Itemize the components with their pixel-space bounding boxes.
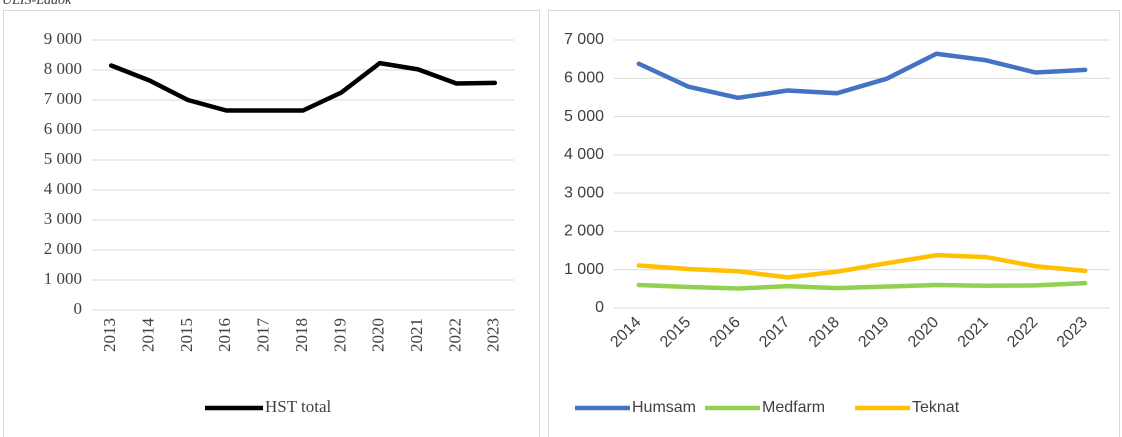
y-tick-label: 1 000 <box>44 269 82 288</box>
series-line <box>636 252 1088 280</box>
x-tick-label: 2015 <box>177 318 196 352</box>
x-tick-label: 2023 <box>1054 314 1091 351</box>
x-tick-label: 2018 <box>806 314 843 351</box>
y-tick-label: 2 000 <box>44 239 82 258</box>
x-tick-label: 2020 <box>905 314 942 351</box>
x-tick-label: 2020 <box>369 318 388 352</box>
y-tick-label: 9 000 <box>44 29 82 48</box>
x-tick-label: 2021 <box>955 314 992 351</box>
y-tick-label: 6 000 <box>44 119 82 138</box>
x-tick-label: 2019 <box>855 314 892 351</box>
x-tick-label: 2017 <box>756 314 793 351</box>
legend-label: Medfarm <box>762 399 825 416</box>
y-tick-label: 2 000 <box>564 223 604 240</box>
x-tick-label: 2023 <box>484 318 503 352</box>
series-line <box>636 51 1088 101</box>
left-panel <box>3 10 540 437</box>
chart-right: 0 1 000 2 000 3 000 4 000 5 000 6 000 7 000 2014… <box>564 31 1110 416</box>
x-tick-label: 2019 <box>330 318 349 352</box>
y-tick-label: 1 000 <box>564 261 604 278</box>
source-note: ULIS-Ladok <box>2 0 72 8</box>
y-tick-label: 5 000 <box>44 149 82 168</box>
x-tick-label: 2013 <box>100 318 119 352</box>
x-tick-label: 2022 <box>445 318 464 352</box>
y-tick-label: 4 000 <box>44 179 82 198</box>
y-tick-label: 7 000 <box>44 89 82 108</box>
x-tick-label: 2021 <box>407 318 426 352</box>
legend-label: HST total <box>265 397 332 416</box>
chart-left: 0 1 000 2 000 3 000 4 000 5 000 6 000 7 000 8 00… <box>44 29 514 416</box>
y-tick-label: 3 000 <box>564 184 604 201</box>
x-tick-label: 2018 <box>292 318 311 352</box>
y-tick-label: 4 000 <box>564 146 604 163</box>
y-tick-label: 3 000 <box>44 209 82 228</box>
y-tick-label: 0 <box>595 299 604 316</box>
x-tick-label: 2014 <box>138 318 157 353</box>
series-line <box>108 60 498 113</box>
x-tick-label: 2017 <box>254 318 273 353</box>
y-tick-label: 7 000 <box>564 31 604 48</box>
legend-label: Teknat <box>912 399 960 416</box>
y-tick-label: 8 000 <box>44 59 82 78</box>
x-tick-label: 2015 <box>657 314 694 351</box>
y-tick-label: 6 000 <box>564 70 604 87</box>
x-tick-label: 2016 <box>707 314 744 351</box>
legend-label: Humsam <box>632 399 696 416</box>
x-tick-label: 2016 <box>215 318 234 352</box>
y-tick-label: 0 <box>74 299 83 318</box>
y-tick-label: 5 000 <box>564 108 604 125</box>
right-panel <box>548 10 1120 437</box>
x-tick-label: 2014 <box>607 314 644 351</box>
series-line <box>636 280 1088 291</box>
x-tick-label: 2022 <box>1004 314 1041 351</box>
